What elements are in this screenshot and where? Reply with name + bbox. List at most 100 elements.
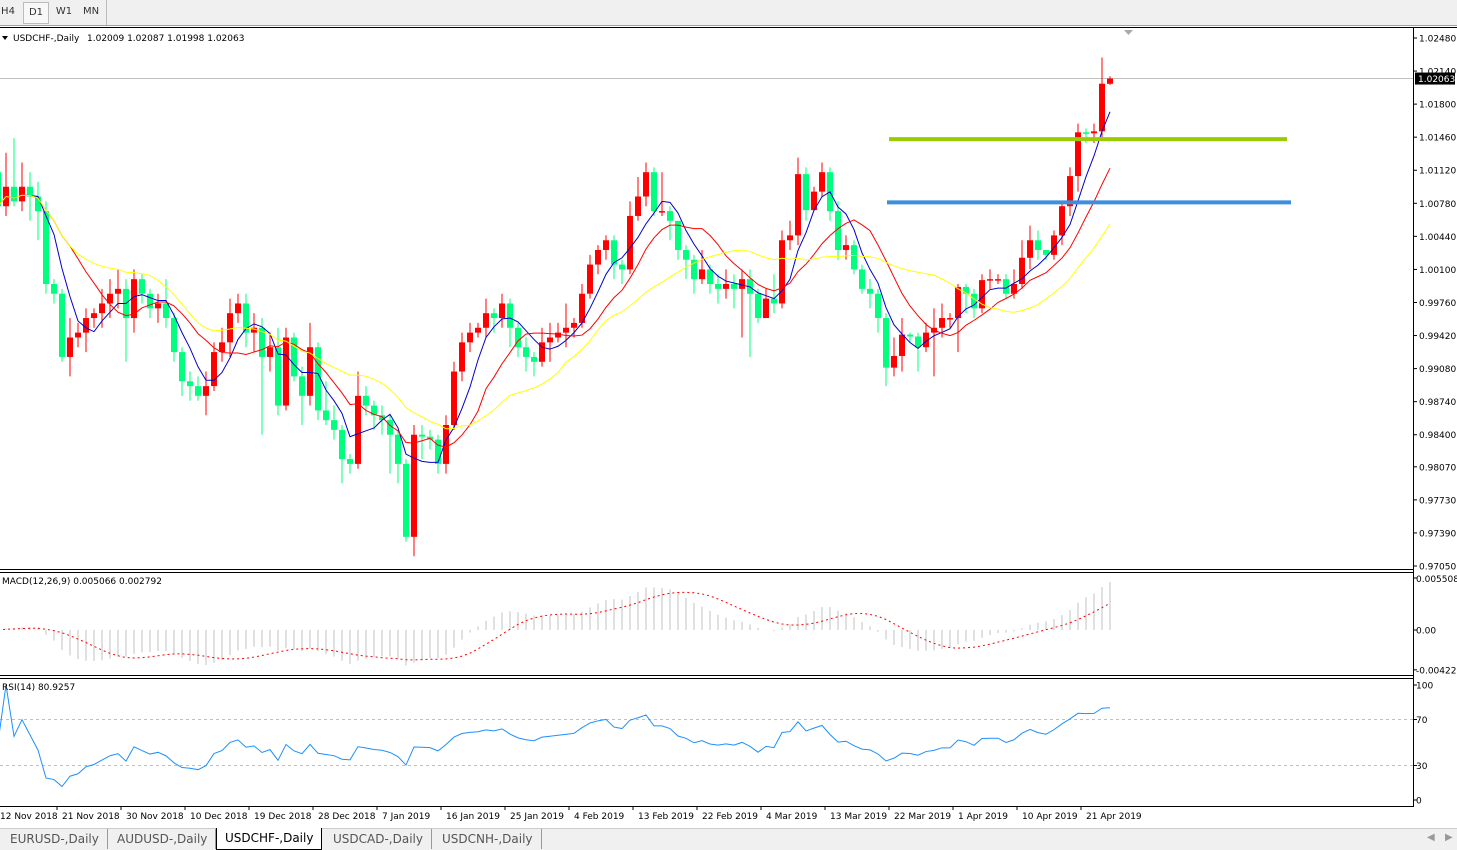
candle-body (795, 174, 801, 236)
candle-body (603, 240, 609, 250)
candle-body (339, 429, 345, 460)
chart-symbol-label: USDCHF-,Daily (13, 34, 80, 44)
candle (627, 201, 633, 275)
candle-body (779, 240, 785, 304)
candle-body (867, 288, 873, 294)
scroll-left-icon[interactable]: ◀ (1427, 832, 1435, 843)
candle-body (979, 280, 985, 309)
candle (731, 274, 737, 309)
candle-body (715, 284, 721, 289)
candle-body (139, 279, 145, 294)
candle (819, 162, 825, 197)
candle (387, 415, 393, 474)
candle (315, 342, 321, 421)
timeframe-d1-button[interactable]: D1 (23, 2, 49, 24)
candle (147, 288, 153, 319)
candle (331, 405, 337, 440)
date-label: 12 Nov 2018 (0, 812, 58, 822)
candle-body (331, 420, 337, 430)
tab-usdcad-daily[interactable]: USDCAD-,Daily (325, 829, 432, 849)
candle-body (627, 215, 633, 270)
candle-body (1059, 206, 1065, 236)
candle-body (59, 293, 65, 357)
candle (1099, 57, 1105, 139)
candle (795, 157, 801, 246)
price-tick-label: 0.98070 (1419, 463, 1456, 473)
candle (27, 172, 33, 221)
candle (923, 322, 929, 353)
candle-body (459, 342, 465, 372)
candle-body (1003, 279, 1009, 294)
candle-body (651, 172, 657, 212)
rsi-panel (0, 684, 1413, 788)
candle (987, 269, 993, 289)
tab-usdcnh-daily[interactable]: USDCNH-,Daily (434, 829, 542, 849)
candle (187, 371, 193, 401)
candle-body (555, 332, 561, 338)
tab-eurusd-daily[interactable]: EURUSD-,Daily (2, 829, 108, 849)
candle (747, 269, 753, 357)
candle (499, 293, 505, 328)
candle (979, 274, 985, 314)
candle-body (1075, 132, 1081, 177)
rsi-label: RSI(14) 80.9257 (2, 683, 75, 693)
candle (675, 220, 681, 260)
candle-body (843, 245, 849, 250)
moving-average-line (0, 194, 1111, 430)
tab-audusd-daily[interactable]: AUDUSD-,Daily (109, 829, 217, 849)
candle (339, 425, 345, 484)
candle (667, 206, 673, 241)
candle-body (147, 293, 153, 309)
candle (683, 245, 689, 280)
candle-body (403, 463, 409, 537)
candle-body (803, 174, 809, 211)
candle-body (659, 211, 665, 213)
candle (11, 138, 17, 207)
candle-body (851, 245, 857, 270)
candle-body (387, 420, 393, 435)
timeframe-w1-button[interactable]: W1 (55, 6, 73, 17)
candle-body (179, 352, 185, 382)
candle-body (315, 347, 321, 411)
candle (635, 177, 641, 221)
rsi-tick-label: 0 (1416, 797, 1422, 807)
macd-tick-label: 0.00 (1416, 627, 1436, 637)
date-label: 7 Jan 2019 (382, 812, 430, 822)
candle-body (243, 303, 249, 333)
candle (219, 327, 225, 362)
candle (579, 284, 585, 328)
timeframe-mn-button[interactable]: MN (82, 6, 100, 17)
candle (307, 322, 313, 406)
candle-body (219, 342, 225, 353)
candle-body (755, 293, 761, 319)
candle (123, 279, 129, 362)
tab-usdchf-daily[interactable]: USDCHF-,Daily (216, 828, 323, 850)
candle (451, 361, 457, 430)
candle (75, 322, 81, 348)
candle-body (203, 386, 209, 396)
chart-shift-marker-icon[interactable] (1124, 30, 1133, 35)
candle (835, 201, 841, 260)
candle (267, 332, 273, 372)
candle-body (835, 211, 841, 250)
candle-body (667, 211, 673, 221)
candle-body (539, 342, 545, 362)
candle (595, 245, 601, 275)
candle (19, 162, 25, 212)
candle-body (11, 186, 17, 202)
collapse-triangle-icon[interactable] (2, 36, 8, 40)
candle-body (963, 286, 969, 294)
candle-body (395, 434, 401, 464)
timeframe-h4-button[interactable]: H4 (1, 6, 15, 17)
candle-body (291, 337, 297, 377)
scroll-right-icon[interactable]: ▶ (1445, 832, 1453, 843)
candle-body (467, 332, 473, 343)
candle (435, 434, 441, 474)
candle-body (363, 395, 369, 406)
price-chart[interactable]: 1.024801.021401.018001.014601.011201.007… (0, 0, 1457, 828)
candle (787, 220, 793, 250)
candle-body (483, 313, 489, 328)
candle (371, 400, 377, 430)
candle-body (211, 352, 217, 387)
candle-body (563, 327, 569, 333)
